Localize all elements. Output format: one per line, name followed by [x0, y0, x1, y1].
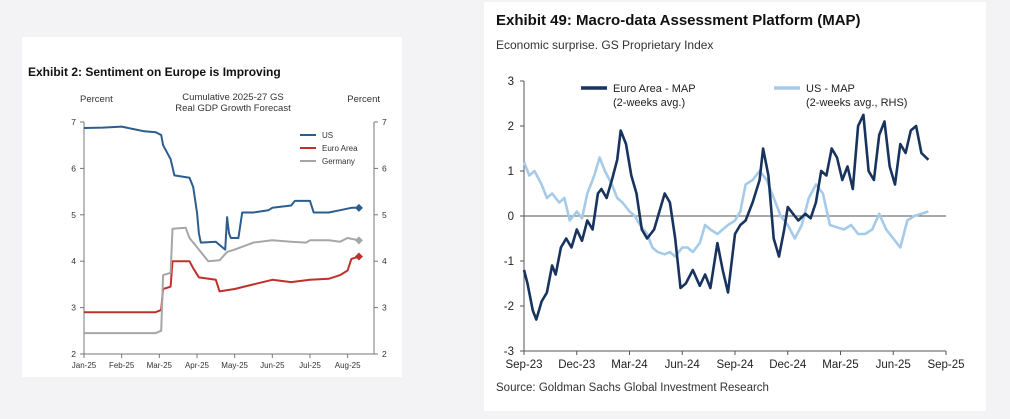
right-series-line-us-map: [522, 156, 929, 258]
left-ytick-label-left: 6: [71, 163, 76, 173]
right-exhibit-title: Exhibit 49: Macro-data Assessment Platfo…: [496, 12, 861, 29]
left-ytick-label-right: 5: [382, 210, 387, 220]
right-line-chart: -3 -2 -1 0 1 2 3 Sep-23 Dec-23 Mar-24 Jun-24 Sep-24…: [504, 76, 965, 371]
left-xtick-label: Aug-25: [335, 361, 361, 370]
left-ytick-label-right: 4: [382, 256, 387, 266]
left-xtick-label: May-25: [221, 361, 248, 370]
left-legend-label: US: [322, 131, 333, 140]
right-subtitle: Economic surprise. GS Proprietary Index: [496, 38, 714, 52]
right-legend-label: US - MAP: [806, 83, 855, 95]
right-xtick-label: Jun-25: [876, 359, 911, 371]
right-xtick-label: Sep-24: [716, 359, 754, 371]
left-series-end-marker-euro-area: [354, 252, 363, 261]
right-xtick-label: Sep-25: [927, 359, 964, 371]
left-legend-label: Euro Area: [322, 144, 358, 153]
right-xtick-label: Dec-23: [558, 359, 595, 371]
left-line-chart: Percent Percent Cumulative 2025-27 GSReal …: [71, 92, 387, 370]
left-xtick-label: Mar-25: [147, 361, 173, 370]
left-xtick-label: Apr-25: [185, 361, 210, 370]
left-ytick-label-left: 7: [71, 117, 76, 127]
left-series-end-marker-us: [354, 203, 363, 212]
left-ytick-label-right: 7: [382, 117, 387, 127]
right-ytick-label: 3: [508, 76, 514, 88]
right-ytick-label: -1: [504, 256, 514, 268]
left-series-line-germany: [84, 226, 360, 335]
right-legend-note: (2-weeks avg., RHS): [806, 97, 907, 109]
right-legend-note: (2-weeks avg.): [613, 97, 685, 109]
right-series-line-euro-area-map: [522, 113, 930, 321]
right-ytick-label: 0: [508, 211, 514, 223]
left-chart-panel: Exhibit 2: Sentiment on Europe is Improv…: [22, 37, 402, 377]
left-series-line-us: [83, 125, 359, 251]
right-xtick-label: Mar-24: [611, 359, 648, 371]
right-ytick-label: 2: [508, 121, 514, 133]
left-ytick-label-left: 5: [71, 210, 76, 220]
right-xtick-label: Sep-23: [505, 359, 542, 371]
right-ytick-label: 1: [508, 166, 514, 178]
left-ytick-label-right: 6: [382, 163, 387, 173]
left-xtick-label: Feb-25: [109, 361, 135, 370]
left-ytick-label-left: 3: [71, 303, 76, 313]
left-xtick-label: Jul-25: [299, 361, 321, 370]
left-ytick-label-right: 2: [382, 349, 387, 359]
left-ytick-label-left: 2: [71, 349, 76, 359]
left-ytick-label-right: 3: [382, 303, 387, 313]
right-ytick-label: -2: [504, 301, 514, 313]
left-chart-title-line: Real GDP Growth Forecast: [175, 103, 291, 114]
right-ytick-label: -3: [504, 346, 514, 358]
left-xtick-label: Jun-25: [260, 361, 285, 370]
right-legend-label: Euro Area - MAP: [613, 83, 696, 95]
right-xtick-label: Dec-24: [769, 359, 807, 371]
right-xtick-label: Jun-24: [665, 359, 701, 371]
left-xtick-label: Jan-25: [72, 361, 97, 370]
left-exhibit-title: Exhibit 2: Sentiment on Europe is Improv…: [28, 65, 281, 79]
left-series-line-euro-area: [84, 255, 360, 314]
left-ylabel-right: Percent: [347, 94, 380, 105]
left-legend-label: Germany: [322, 157, 355, 166]
left-ytick-label-left: 4: [71, 256, 76, 266]
right-source-note: Source: Goldman Sachs Global Investment …: [496, 382, 769, 394]
left-ylabel-left: Percent: [80, 94, 113, 105]
right-xtick-label: Mar-25: [822, 359, 858, 371]
right-chart-panel: Exhibit 49: Macro-data Assessment Platfo…: [484, 2, 986, 411]
left-chart-title-line: Cumulative 2025-27 GS: [182, 92, 283, 103]
left-series-end-marker-germany: [354, 236, 363, 245]
